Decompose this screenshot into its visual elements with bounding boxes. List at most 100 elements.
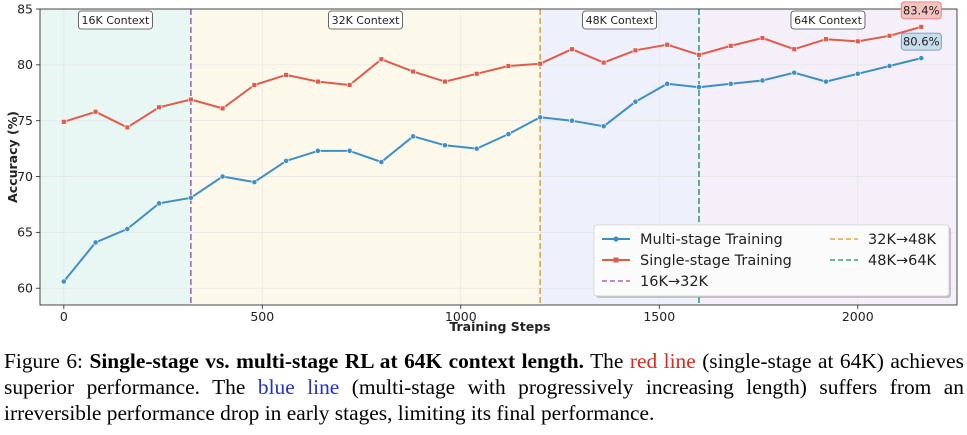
data-point [537, 61, 543, 67]
region-label-box [582, 10, 657, 30]
data-point [378, 56, 385, 62]
region-label-4: 64K Context [794, 14, 862, 27]
data-point [696, 52, 702, 58]
data-point [855, 38, 861, 45]
data-point [219, 105, 226, 112]
region-labels: 16K Context 32K Context 48K Context 64K Con… [78, 1, 942, 51]
x-tick-label: 0 [60, 309, 68, 324]
data-point [410, 68, 416, 75]
data-point [346, 82, 353, 88]
data-point [251, 179, 258, 186]
data-point [918, 24, 924, 30]
legend: Multi-stage Training Single-stage Trainin… [593, 224, 951, 298]
data-point [283, 158, 290, 164]
legend-label-4: 32K→48K [868, 232, 937, 248]
x-tick-label: 1000 [445, 309, 477, 324]
data-point [219, 173, 226, 180]
x-tick-label: 2000 [842, 309, 874, 324]
x-tick-label: 500 [250, 309, 274, 324]
data-point [664, 80, 671, 87]
region-label-3: 48K Context [586, 14, 654, 27]
data-point [124, 226, 131, 232]
data-point [632, 98, 639, 105]
data-point [473, 145, 480, 152]
final-value-box [900, 32, 942, 51]
data-point [124, 124, 131, 131]
legend-swatch-marker [613, 236, 619, 242]
data-point [823, 36, 829, 42]
data-point [346, 147, 353, 154]
final-value-box [900, 1, 942, 20]
plot-frame [39, 8, 958, 306]
legend-label-2: Single-stage Training [640, 253, 792, 269]
legend-label-5: 48K→64K [868, 253, 937, 269]
data-point [473, 71, 480, 77]
data-point [791, 46, 797, 52]
data-point [410, 133, 417, 140]
data-point [759, 35, 766, 41]
legend-box [593, 224, 950, 297]
caption-text-1: The [590, 349, 624, 373]
y-tick-label: 75 [17, 113, 33, 128]
data-point [505, 131, 512, 138]
data-point [92, 109, 99, 115]
caption-title: Single-stage vs. multi-stage RL at 64K c… [89, 349, 584, 373]
data-point [251, 82, 258, 88]
data-point [600, 59, 607, 66]
data-point [600, 123, 607, 130]
y-tick-label: 60 [17, 281, 33, 296]
final-value-label-2: 83.4% [903, 3, 940, 17]
y-tick-label: 80 [17, 57, 33, 72]
region-label-box [790, 10, 866, 30]
data-point [314, 147, 321, 154]
region-label-1: 16K Context [82, 14, 150, 27]
series-line-2 [63, 25, 922, 129]
data-point [187, 194, 194, 201]
data-point [442, 142, 448, 149]
data-point [728, 43, 734, 49]
legend-label-3: 16K→32K [640, 274, 709, 290]
data-point [664, 42, 670, 48]
region-label-box [328, 10, 403, 30]
data-point [727, 80, 734, 87]
y-tick-label: 85 [17, 1, 33, 16]
x-axis-label: Training Steps [449, 319, 550, 334]
data-point [283, 72, 289, 78]
data-point [886, 63, 893, 69]
data-point [632, 47, 639, 54]
data-point [696, 84, 702, 91]
data-point [505, 63, 512, 69]
caption-blue-phrase: blue line [257, 375, 340, 399]
caption-figure-label: Figure 6: [4, 349, 83, 373]
y-axis-label: Accuracy (%) [5, 111, 20, 203]
series-line-1 [63, 57, 922, 283]
region-label-box [78, 10, 153, 30]
data-point [188, 96, 194, 103]
final-value-label-1: 80.6% [903, 35, 940, 49]
y-tick-label: 70 [17, 169, 33, 184]
tick-labels: 0 500 1000 1500 2000 60 65 70 75 80 85 [17, 1, 874, 324]
data-point [60, 278, 67, 285]
x-tick-label: 1500 [643, 309, 675, 324]
data-point [823, 78, 829, 85]
caption-red-phrase: red line [629, 349, 696, 373]
data-point [378, 159, 385, 165]
legend-label-1: Multi-stage Training [640, 232, 783, 248]
data-point [61, 119, 67, 125]
data-point [315, 78, 321, 85]
y-tick-label: 65 [17, 225, 33, 240]
context-region-1 [40, 9, 191, 305]
data-point [569, 46, 575, 52]
axes-frame [39, 8, 958, 306]
caption-text-3: (multi-stage with progressively increasi… [4, 375, 964, 425]
figure-caption: Figure 6: Single-stage vs. multi-stage R… [4, 348, 964, 426]
accuracy-line-chart: 0 500 1000 1500 2000 60 65 70 75 80 85 16K Context… [5, 1, 958, 334]
data-point [918, 55, 925, 62]
data-point [156, 200, 162, 207]
data-point [569, 117, 575, 124]
data-point [442, 78, 448, 85]
data-point [156, 104, 162, 110]
data-point [759, 77, 766, 84]
data-point [854, 70, 861, 77]
data-point [886, 33, 893, 39]
